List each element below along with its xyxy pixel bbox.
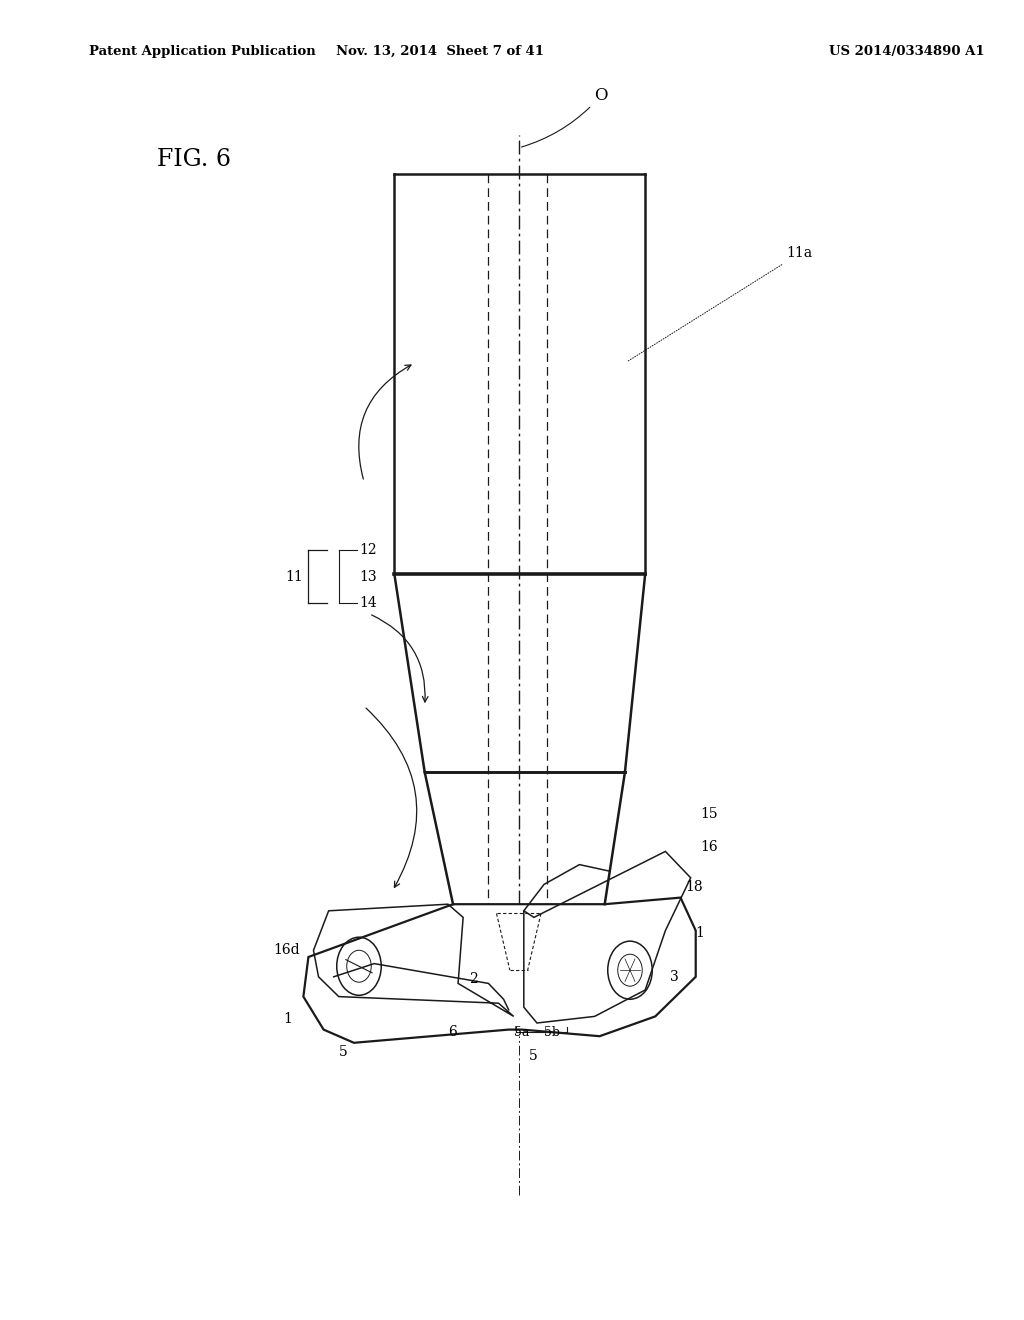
- Text: 3: 3: [671, 970, 679, 983]
- Text: 15: 15: [700, 808, 719, 821]
- Text: 5: 5: [339, 1045, 347, 1059]
- Text: 18: 18: [686, 880, 703, 894]
- Text: Nov. 13, 2014  Sheet 7 of 41: Nov. 13, 2014 Sheet 7 of 41: [336, 45, 544, 58]
- Text: 1: 1: [695, 927, 705, 940]
- Text: FIG. 6: FIG. 6: [157, 148, 230, 170]
- Text: 11a: 11a: [628, 247, 813, 362]
- Text: Patent Application Publication: Patent Application Publication: [89, 45, 315, 58]
- Text: 5b: 5b: [544, 1026, 560, 1039]
- Text: 16: 16: [700, 841, 719, 854]
- Text: US 2014/0334890 A1: US 2014/0334890 A1: [829, 45, 985, 58]
- Text: O: O: [521, 87, 608, 147]
- Text: 12: 12: [359, 544, 377, 557]
- Text: 11: 11: [286, 570, 303, 583]
- Text: 1: 1: [284, 1012, 292, 1026]
- Text: 5: 5: [528, 1049, 538, 1063]
- Text: 14: 14: [359, 597, 377, 610]
- Text: 16d: 16d: [273, 944, 300, 957]
- Text: 2: 2: [470, 973, 478, 986]
- Text: 13: 13: [359, 570, 377, 583]
- Text: 5a: 5a: [514, 1026, 529, 1039]
- Text: 6: 6: [447, 1026, 457, 1039]
